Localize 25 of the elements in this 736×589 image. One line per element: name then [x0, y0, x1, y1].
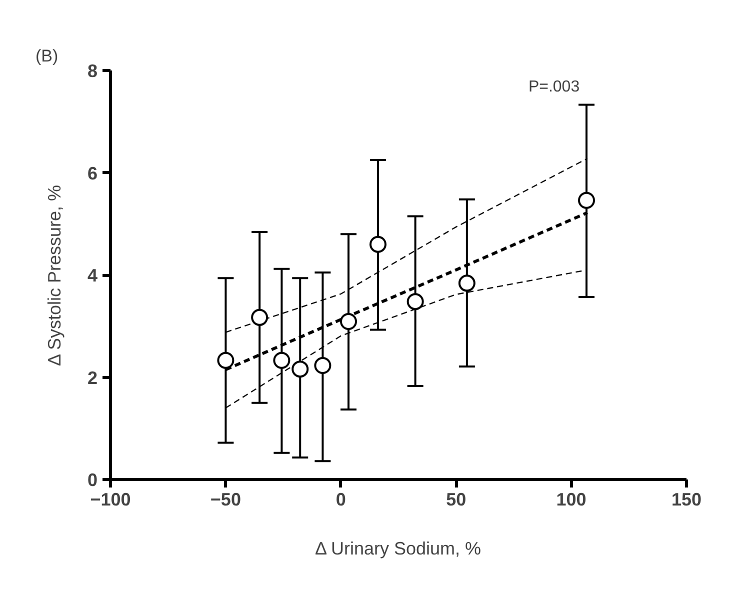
point	[251, 308, 268, 326]
point	[314, 357, 332, 374]
x-tick-label: 0	[336, 490, 346, 510]
point	[340, 313, 358, 330]
chart-title: (B)	[36, 46, 58, 66]
y-tick-label: 8	[87, 61, 98, 81]
y-tick-label: 0	[87, 470, 98, 490]
point	[578, 192, 596, 209]
y-axis-title: Δ Systolic Pressure, %	[44, 184, 64, 366]
x-tick-label: −50	[210, 490, 241, 510]
point	[369, 236, 386, 253]
x-tick-label: 150	[671, 490, 702, 510]
point	[292, 360, 309, 378]
point	[406, 293, 424, 310]
annotation: P=.003	[528, 78, 580, 96]
y-tick-label: 4	[87, 266, 98, 286]
x-tick-label: 50	[446, 490, 466, 510]
x-tick-label: 100	[556, 490, 586, 510]
x-axis-title: Δ Urinary Sodium, %	[314, 538, 482, 558]
x-tick-label: −100	[90, 490, 131, 510]
y-tick-label: 6	[87, 163, 98, 184]
y-tick-label: 2	[87, 368, 98, 388]
point	[217, 352, 234, 369]
point	[273, 352, 290, 369]
point	[458, 274, 476, 292]
